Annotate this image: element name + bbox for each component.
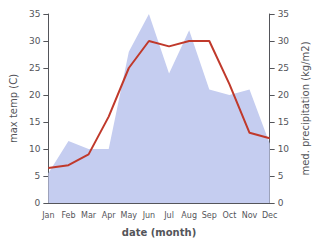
svg-text:35: 35	[278, 9, 289, 19]
svg-text:5: 5	[35, 171, 41, 181]
svg-text:15: 15	[29, 117, 40, 127]
svg-text:20: 20	[29, 90, 41, 100]
svg-text:Oct: Oct	[222, 211, 236, 220]
svg-text:max temp (C): max temp (C)	[8, 74, 19, 143]
svg-text:30: 30	[29, 36, 41, 46]
svg-text:May: May	[121, 211, 138, 220]
svg-text:Apr: Apr	[102, 211, 117, 220]
svg-text:15: 15	[278, 117, 289, 127]
svg-text:25: 25	[29, 63, 40, 73]
svg-text:Aug: Aug	[181, 211, 197, 220]
svg-text:Sep: Sep	[202, 211, 217, 220]
svg-text:Mar: Mar	[81, 211, 97, 220]
svg-text:25: 25	[278, 63, 289, 73]
svg-text:date (month): date (month)	[122, 227, 196, 238]
svg-text:0: 0	[35, 198, 41, 208]
svg-text:Feb: Feb	[61, 211, 75, 220]
svg-text:Jul: Jul	[163, 211, 174, 220]
svg-text:Jan: Jan	[41, 211, 54, 220]
svg-text:5: 5	[278, 171, 284, 181]
svg-text:med. precipitation (kg/m2): med. precipitation (kg/m2)	[300, 41, 311, 175]
svg-text:10: 10	[278, 144, 290, 154]
svg-text:Jun: Jun	[142, 211, 156, 220]
svg-text:30: 30	[278, 36, 290, 46]
svg-text:Nov: Nov	[242, 211, 258, 220]
svg-text:10: 10	[29, 144, 41, 154]
svg-text:20: 20	[278, 90, 290, 100]
svg-text:35: 35	[29, 9, 40, 19]
svg-text:0: 0	[278, 198, 284, 208]
svg-text:Dec: Dec	[262, 211, 277, 220]
